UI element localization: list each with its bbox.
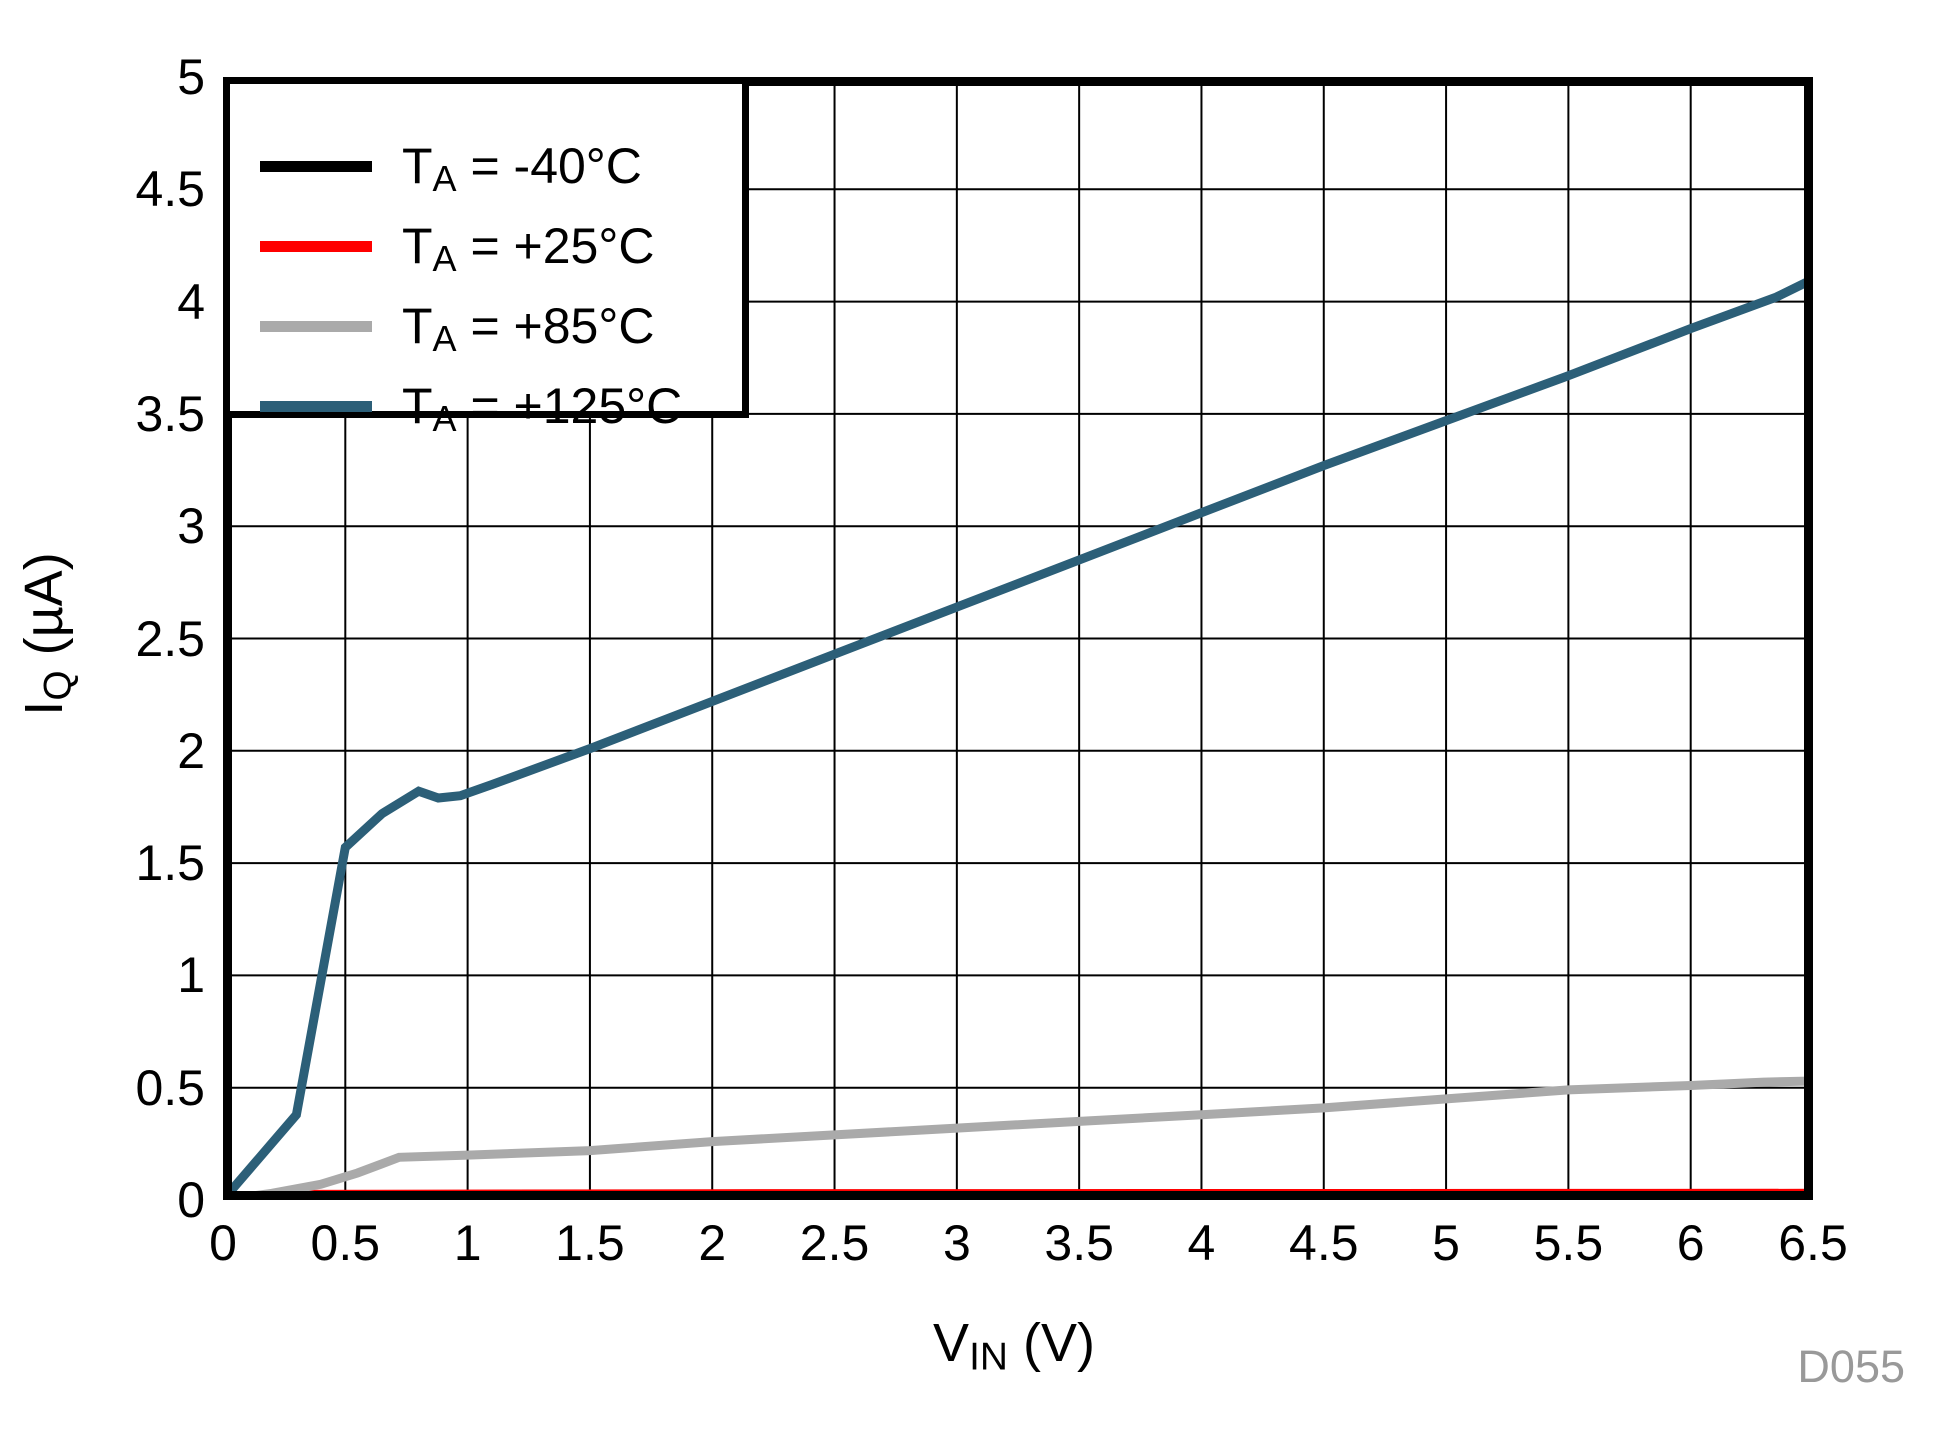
legend: TA = -40°C TA = +25°C TA = +85°C TA = +125°… [223, 77, 749, 436]
x-tick-label: 5 [1432, 1215, 1460, 1271]
y-tick-label: 4 [177, 273, 205, 330]
x-axis-title-subscript: IN [969, 1335, 1008, 1379]
series-line-ta+125c [223, 275, 1813, 1200]
x-tick-label: 2 [698, 1215, 727, 1271]
x-tick-label: 5.5 [1533, 1215, 1604, 1271]
legend-label: TA = +125°C [402, 378, 683, 439]
y-tick-label: 0 [177, 1172, 205, 1228]
legend-swatch [260, 320, 372, 332]
y-tick-label: 4.5 [135, 161, 205, 218]
x-axis-title-units: (V) [1007, 1313, 1095, 1373]
legend-label: TA = +25°C [402, 218, 655, 279]
y-axis-title-symbol: I [14, 700, 74, 716]
legend-label: TA = -40°C [402, 138, 642, 199]
y-axis-title: IQ (µA) [14, 552, 80, 716]
x-tick-label: 2.5 [799, 1215, 870, 1271]
y-tick-label: 3.5 [135, 385, 205, 442]
y-axis-title-subscript: Q [36, 670, 80, 701]
legend-swatch [260, 160, 372, 172]
legend-item: TA = +125°C [260, 366, 742, 446]
x-tick-label: 0 [209, 1215, 237, 1271]
series-line-ta+85c [223, 1076, 1813, 1200]
x-tick-label: 1.5 [555, 1215, 625, 1271]
legend-item: TA = -40°C [260, 126, 742, 206]
y-tick-label: 2 [177, 722, 205, 779]
x-tick-label: 6 [1676, 1215, 1705, 1271]
x-tick-label: 3 [942, 1215, 971, 1271]
y-tick-label: 5 [177, 49, 205, 105]
figure-code-watermark: D055 [1797, 1341, 1905, 1392]
y-tick-label: 1.5 [135, 835, 205, 892]
legend-swatch [260, 240, 372, 252]
plot-canvas [223, 77, 1813, 1200]
x-tick-label: 3.5 [1044, 1215, 1114, 1271]
x-tick-label: 0.5 [310, 1215, 381, 1271]
x-tick-label: 1 [453, 1215, 482, 1271]
y-tick-label: 1 [177, 947, 205, 1004]
x-axis-title: VIN (V) [933, 1313, 1095, 1376]
plot-area [223, 77, 1813, 1200]
x-tick-label: 6.5 [1778, 1215, 1848, 1271]
x-tick-label: 4.5 [1289, 1215, 1359, 1271]
y-tick-label: 2.5 [135, 610, 205, 667]
legend-item: TA = +25°C [260, 206, 742, 286]
plot-border [223, 77, 1813, 1200]
legend-item: TA = +85°C [260, 286, 742, 366]
y-tick-label: 3 [177, 498, 205, 555]
x-axis-title-symbol: V [933, 1313, 970, 1373]
x-tick-label: 4 [1187, 1215, 1216, 1271]
y-axis-title-units: (µA) [14, 552, 74, 671]
legend-label: TA = +85°C [402, 298, 655, 359]
legend-swatch [260, 400, 372, 412]
y-tick-label: 0.5 [135, 1059, 205, 1116]
